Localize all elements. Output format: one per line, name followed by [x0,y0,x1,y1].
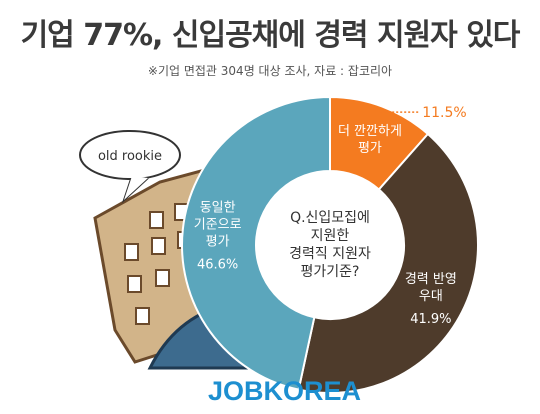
chart-title: 기업 77%, 신입공채에 경력 지원자 있다 [20,18,521,53]
speech-bubble: old rookie [79,130,181,204]
jobkorea-logo: JOBKOREA [208,376,362,406]
slice-label-1: 경력 반영 우대 41.9% [405,272,457,327]
slice-label-2: 동일한 기준으로 평가 46.6% [194,200,242,272]
slice-value-0: 11.5% [422,105,466,121]
outside-labels: 11.5% [380,105,467,121]
slice-label-0: 더 깐깐하게 평가 [338,124,402,156]
center-question: Q.신입모집에 지원한 경력직 지원자 평가기준? [289,210,371,280]
source-note: ※기업 면접관 304명 대상 조사, 자료 : 잡코리아 [147,64,393,78]
bubble-text: old rookie [98,149,162,164]
donut-hole [256,171,404,319]
